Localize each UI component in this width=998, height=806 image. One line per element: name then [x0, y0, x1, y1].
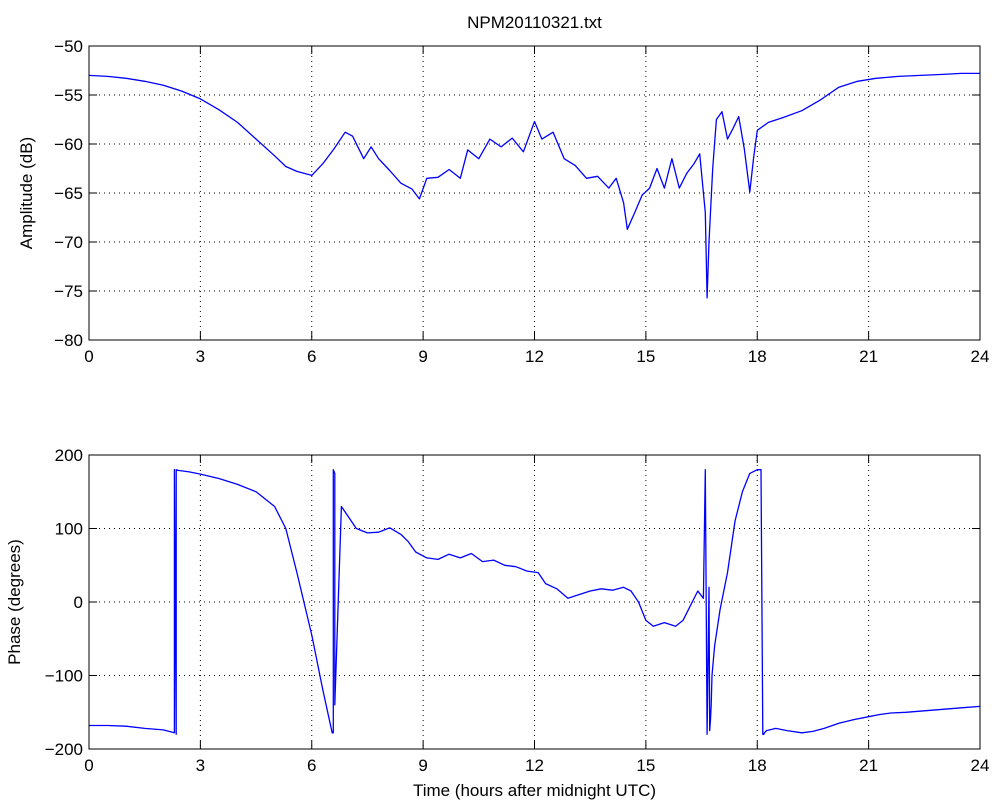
- phase-y-axis-label: Phase (degrees): [5, 539, 24, 665]
- amplitude-x-tick-label: 12: [525, 347, 544, 366]
- amplitude-x-tick-label: 3: [196, 347, 205, 366]
- phase-y-tick-label: 100: [55, 520, 83, 539]
- amplitude-y-tick-label: −55: [54, 86, 83, 105]
- amplitude-series-line: [88, 72, 980, 299]
- phase-x-tick-label: 15: [636, 756, 655, 775]
- amplitude-x-tick-label: 0: [84, 347, 93, 366]
- phase-x-tick-label: 0: [84, 756, 93, 775]
- chart-title: NPM20110321.txt: [467, 13, 602, 32]
- phase-x-tick-label: 9: [418, 756, 427, 775]
- amplitude-y-tick-label: −60: [54, 135, 83, 154]
- phase-y-tick-label: −100: [45, 667, 83, 686]
- phase-x-tick-label: 12: [525, 756, 544, 775]
- amplitude-x-tick-label: 24: [971, 347, 990, 366]
- amplitude-panel: 0 3 6 9 12 15 18 21 24 −80 −75 −70 −65 −60 −55 −50 NPM20…: [17, 13, 989, 366]
- phase-y-tick-label: 200: [55, 446, 83, 465]
- amplitude-y-tick-label: −80: [54, 331, 83, 350]
- amplitude-y-tick-label: −50: [54, 37, 83, 56]
- amplitude-x-tick-label: 21: [859, 347, 878, 366]
- amplitude-x-tick-label: 6: [307, 347, 316, 366]
- phase-x-tick-label: 24: [971, 756, 990, 775]
- phase-x-tick-label: 21: [859, 756, 878, 775]
- amplitude-x-tick-label: 18: [748, 347, 767, 366]
- amplitude-x-tick-label: 9: [418, 347, 427, 366]
- phase-x-tick-label: 6: [307, 756, 316, 775]
- amplitude-x-tick-label: 15: [636, 347, 655, 366]
- amplitude-y-tick-label: −65: [54, 184, 83, 203]
- phase-x-tick-label: 3: [196, 756, 205, 775]
- amplitude-y-axis-label: Amplitude (dB): [17, 137, 36, 249]
- phase-y-tick-label: 0: [74, 593, 83, 612]
- amplitude-y-tick-label: −70: [54, 233, 83, 252]
- phase-x-axis-label: Time (hours after midnight UTC): [413, 781, 656, 800]
- phase-x-tick-label: 18: [748, 756, 767, 775]
- phase-series-line: [89, 469, 981, 735]
- phase-y-tick-label: −200: [45, 740, 83, 759]
- amplitude-y-tick-label: −75: [54, 282, 83, 301]
- phase-panel: 0 3 6 9 12 15 18 21 24 −200 −100 0 100 200 Time (hours…: [5, 446, 989, 800]
